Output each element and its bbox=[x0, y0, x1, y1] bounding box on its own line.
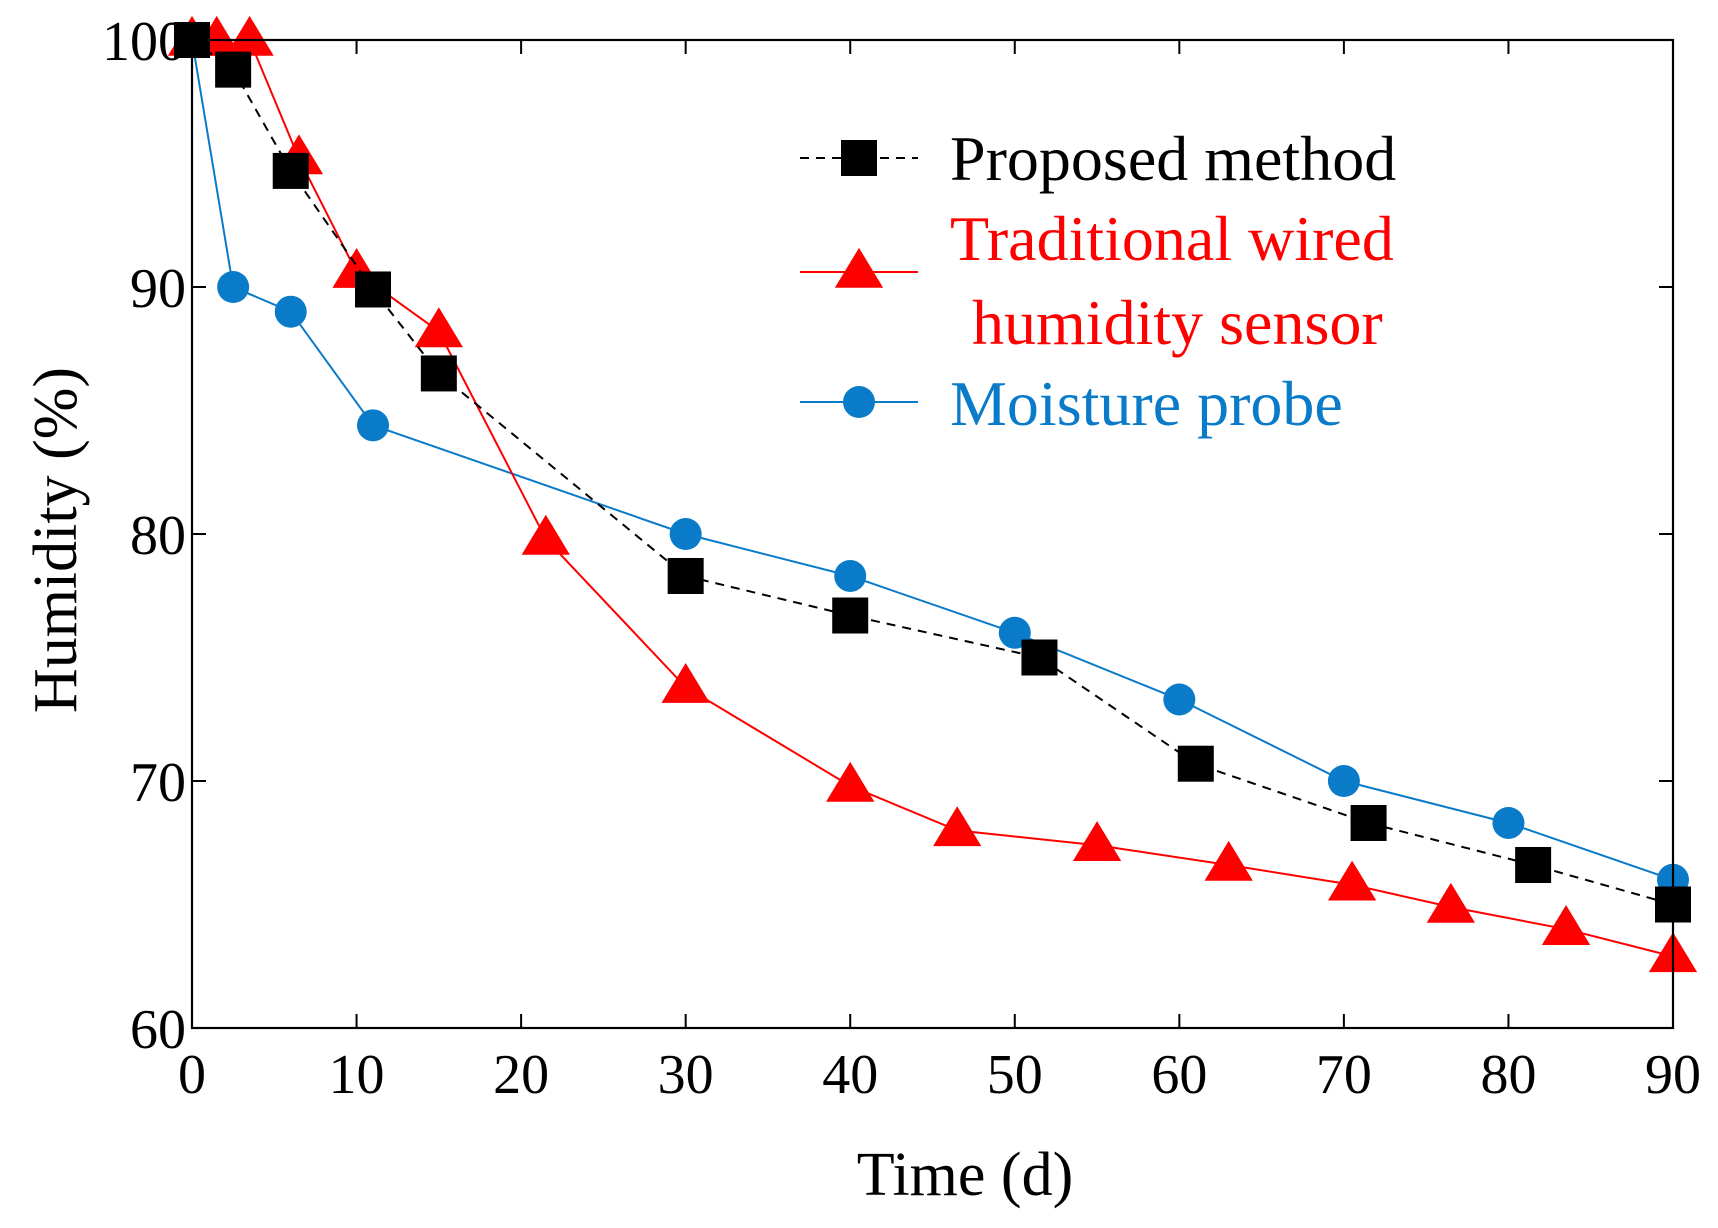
data-point-traditional-wired-humidity-sensor bbox=[414, 307, 463, 348]
y-tick-label: 80 bbox=[130, 505, 186, 567]
data-point-proposed-method bbox=[667, 557, 704, 594]
data-point-moisture-probe bbox=[357, 409, 390, 442]
data-point-proposed-method bbox=[1515, 846, 1552, 883]
x-tick-label: 0 bbox=[178, 1044, 206, 1106]
x-tick-label: 80 bbox=[1480, 1044, 1536, 1106]
x-tick-label: 40 bbox=[822, 1044, 878, 1106]
x-tick-label: 50 bbox=[987, 1044, 1043, 1106]
data-point-proposed-method bbox=[1177, 745, 1214, 782]
data-point-traditional-wired-humidity-sensor bbox=[933, 806, 982, 847]
data-point-traditional-wired-humidity-sensor bbox=[1327, 860, 1377, 901]
x-tick-label: 30 bbox=[658, 1044, 714, 1106]
legend-label-proposed-method: Proposed method bbox=[950, 123, 1396, 194]
data-point-moisture-probe bbox=[1327, 765, 1360, 797]
data-point-traditional-wired-humidity-sensor bbox=[521, 514, 570, 555]
series-traditional-wired-humidity-sensor bbox=[167, 15, 1698, 973]
legend: Proposed method Traditional wired humidity… bbox=[800, 123, 1396, 439]
data-point-moisture-probe bbox=[834, 559, 867, 592]
legend-label-traditional-wired-humidity-sensor: humidity sensor bbox=[972, 287, 1383, 358]
x-tick-label: 60 bbox=[1151, 1044, 1207, 1106]
legend-label-moisture-probe: Moisture probe bbox=[950, 368, 1343, 439]
legend-label-traditional-wired-humidity-sensor: Traditional wired bbox=[950, 203, 1394, 274]
data-point-traditional-wired-humidity-sensor bbox=[1072, 821, 1122, 861]
data-point-proposed-method bbox=[1021, 639, 1058, 676]
legend-entry-traditional-wired-humidity-sensor: Traditional wired humidity sensor bbox=[800, 203, 1394, 358]
data-point-traditional-wired-humidity-sensor bbox=[225, 15, 274, 56]
data-point-proposed-method bbox=[355, 271, 392, 308]
data-point-moisture-probe bbox=[1492, 806, 1525, 839]
y-axis-label: Humidity (%) bbox=[22, 367, 90, 713]
y-tick-label: 70 bbox=[130, 752, 186, 814]
x-tick-label: 90 bbox=[1645, 1044, 1701, 1106]
data-point-traditional-wired-humidity-sensor bbox=[661, 662, 710, 703]
data-point-moisture-probe bbox=[217, 271, 250, 303]
data-point-proposed-method bbox=[215, 51, 252, 88]
x-tick-label: 10 bbox=[329, 1044, 385, 1106]
x-axis-label: Time (d) bbox=[857, 1141, 1073, 1209]
data-point-proposed-method bbox=[420, 355, 457, 392]
data-point-traditional-wired-humidity-sensor bbox=[1541, 905, 1591, 945]
y-tick-label: 100 bbox=[102, 11, 186, 73]
legend-entry-proposed-method: Proposed method bbox=[800, 123, 1396, 194]
data-point-proposed-method bbox=[272, 152, 309, 189]
y-tick-label: 90 bbox=[130, 258, 186, 320]
data-point-traditional-wired-humidity-sensor bbox=[826, 761, 875, 802]
data-point-moisture-probe bbox=[1163, 683, 1196, 716]
legend-marker-proposed-method bbox=[841, 140, 877, 176]
legend-entry-moisture-probe: Moisture probe bbox=[800, 368, 1343, 439]
data-point-moisture-probe bbox=[274, 295, 307, 328]
x-tick-label: 20 bbox=[493, 1044, 549, 1106]
legend-marker-traditional-wired-humidity-sensor bbox=[834, 247, 884, 288]
data-point-proposed-method bbox=[832, 597, 869, 634]
series-line-traditional-wired-humidity-sensor bbox=[192, 39, 1674, 958]
data-point-traditional-wired-humidity-sensor bbox=[1426, 882, 1475, 923]
ticks-layer: 0 10 20 30 40 50 60 70 80 90 60 70 80 90 100 bbox=[102, 11, 1701, 1106]
data-point-proposed-method bbox=[1350, 804, 1387, 841]
y-tick-label: 60 bbox=[130, 999, 186, 1061]
x-tick-label: 70 bbox=[1316, 1044, 1372, 1106]
legend-marker-moisture-probe bbox=[843, 386, 875, 418]
data-point-traditional-wired-humidity-sensor bbox=[1204, 840, 1253, 881]
data-point-moisture-probe bbox=[669, 518, 702, 550]
